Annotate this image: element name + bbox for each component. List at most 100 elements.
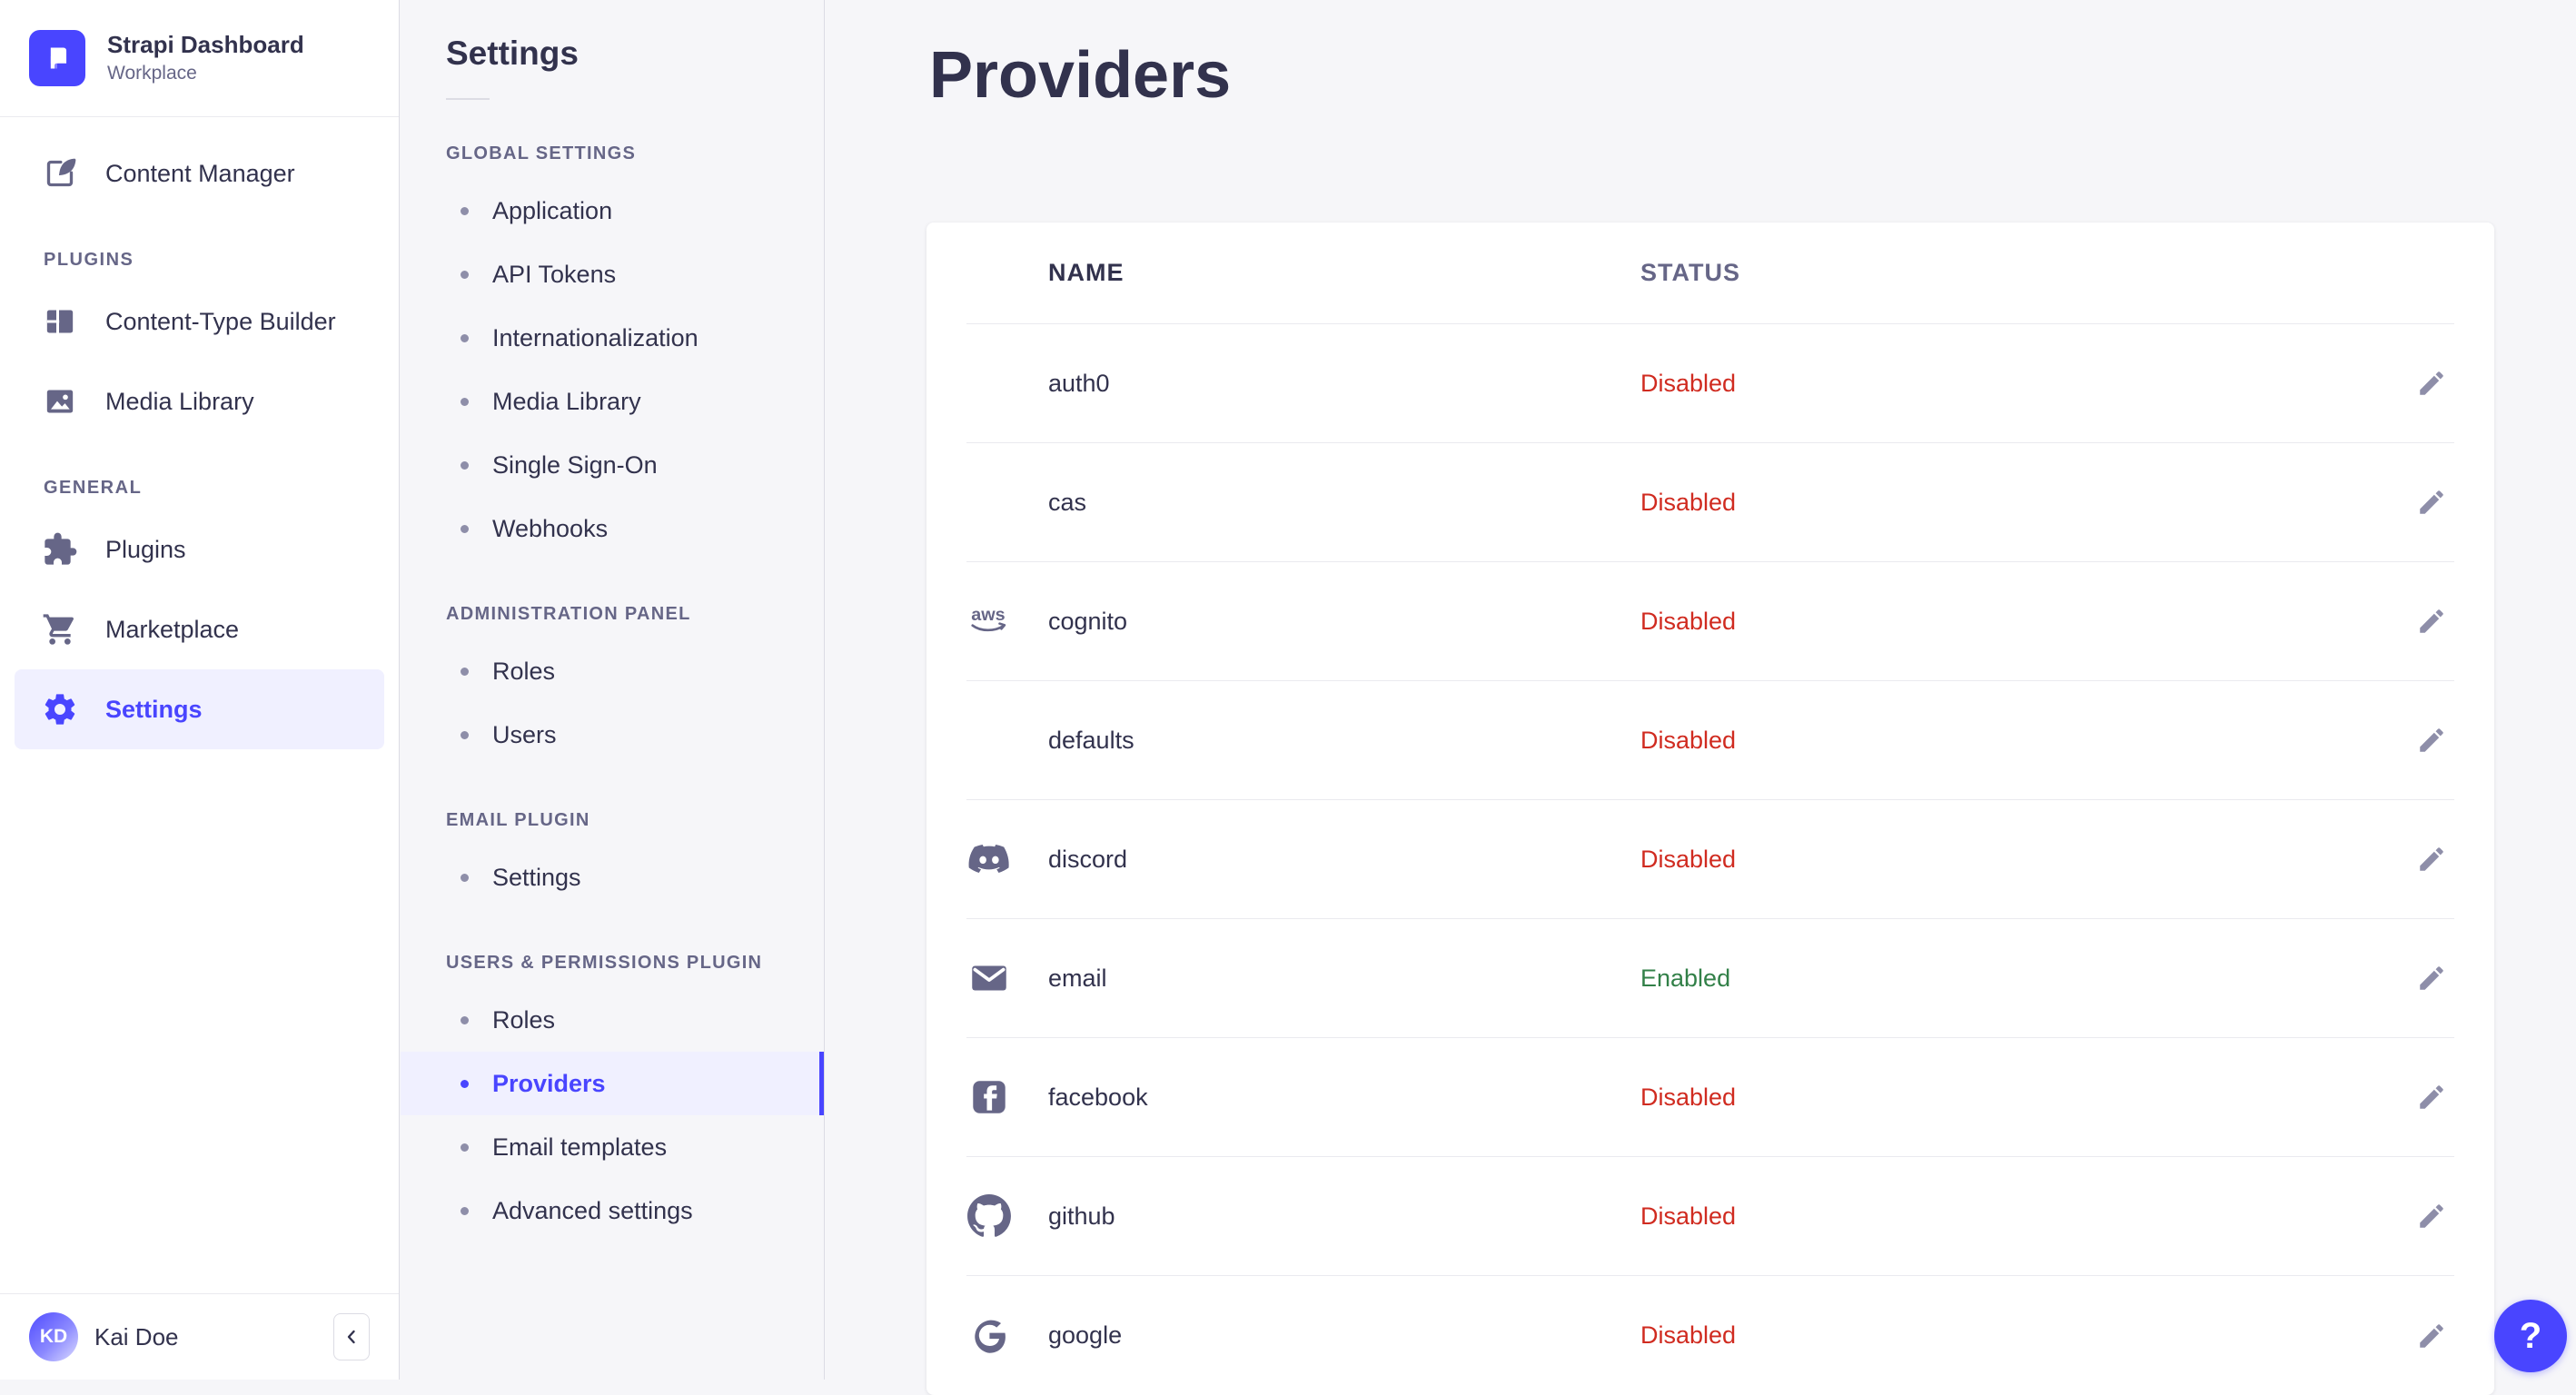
table-row: email Enabled xyxy=(966,919,2454,1038)
help-button[interactable]: ? xyxy=(2494,1300,2567,1372)
status-badge: Disabled xyxy=(1640,846,1736,873)
aws-icon: aws xyxy=(966,599,1012,644)
picture-icon xyxy=(42,383,78,420)
subnav-item-internationalization[interactable]: Internationalization xyxy=(401,306,824,370)
bullet-icon xyxy=(461,1080,469,1088)
table-row: facebook Disabled xyxy=(966,1038,2454,1157)
pencil-icon xyxy=(2416,1082,2447,1113)
pencil-icon xyxy=(2416,963,2447,994)
subnav-section-email-plugin: EMAIL PLUGIN xyxy=(401,767,824,846)
subnav-item-email-templates[interactable]: Email templates xyxy=(401,1115,824,1179)
main-content: Providers NAME STATUS auth0 Disabled cas… xyxy=(826,0,2576,1380)
status-badge: Disabled xyxy=(1640,1202,1736,1230)
sidebar-footer: KD Kai Doe xyxy=(0,1293,399,1380)
envelope-icon xyxy=(966,955,1012,1001)
chevron-left-icon xyxy=(341,1326,362,1348)
question-mark-icon: ? xyxy=(2520,1316,2541,1357)
sidebar-item-label: Plugins xyxy=(105,536,186,564)
bullet-icon xyxy=(461,1207,469,1215)
sidebar-item-marketplace[interactable]: Marketplace xyxy=(15,589,384,669)
settings-subnav: Settings GLOBAL SETTINGS Application API… xyxy=(401,0,825,1380)
subnav-item-application[interactable]: Application xyxy=(401,179,824,242)
edit-provider-button[interactable] xyxy=(2409,1313,2454,1359)
sidebar-item-label: Marketplace xyxy=(105,616,239,644)
subnav-item-email-settings[interactable]: Settings xyxy=(401,846,824,909)
pencil-icon xyxy=(2416,1321,2447,1351)
brand-text: Strapi Dashboard Workplace xyxy=(107,30,304,85)
discord-icon xyxy=(966,836,1012,882)
bullet-icon xyxy=(461,271,469,279)
pencil-icon xyxy=(2416,844,2447,875)
edit-provider-button[interactable] xyxy=(2409,1193,2454,1239)
cart-icon xyxy=(42,611,78,648)
subnav-section-administration-panel: ADMINISTRATION PANEL xyxy=(401,560,824,639)
subnav-item-single-sign-on[interactable]: Single Sign-On xyxy=(401,433,824,497)
bullet-icon xyxy=(461,398,469,406)
providers-table-card: NAME STATUS auth0 Disabled cas Disabled xyxy=(926,223,2494,1395)
provider-name: google xyxy=(1048,1321,1640,1350)
provider-name: defaults xyxy=(1048,727,1640,755)
sidebar-item-label: Settings xyxy=(105,696,203,724)
layout-grid-icon xyxy=(42,303,78,340)
google-icon xyxy=(966,1313,1012,1359)
pencil-icon xyxy=(2416,725,2447,756)
edit-provider-button[interactable] xyxy=(2409,717,2454,763)
gear-icon xyxy=(42,691,78,727)
provider-name: cognito xyxy=(1048,608,1640,636)
subnav-item-admin-roles[interactable]: Roles xyxy=(401,639,824,703)
provider-name: cas xyxy=(1048,489,1640,517)
subnav-item-media-library[interactable]: Media Library xyxy=(401,370,824,433)
sidebar-item-label: Media Library xyxy=(105,388,254,416)
subnav-item-advanced-settings[interactable]: Advanced settings xyxy=(401,1179,824,1242)
edit-provider-button[interactable] xyxy=(2409,599,2454,644)
provider-name: discord xyxy=(1048,846,1640,874)
edit-provider-button[interactable] xyxy=(2409,361,2454,406)
table-row: discord Disabled xyxy=(966,800,2454,919)
bullet-icon xyxy=(461,207,469,215)
subnav-item-providers[interactable]: Providers xyxy=(401,1052,824,1115)
provider-name: facebook xyxy=(1048,1083,1640,1112)
edit-provider-button[interactable] xyxy=(2409,480,2454,525)
edit-provider-button[interactable] xyxy=(2409,1074,2454,1120)
subnav-item-admin-users[interactable]: Users xyxy=(401,703,824,767)
workspace-name: Workplace xyxy=(107,61,304,85)
subnav-item-up-roles[interactable]: Roles xyxy=(401,988,824,1052)
status-badge: Disabled xyxy=(1640,489,1736,516)
avatar[interactable]: KD xyxy=(29,1312,78,1361)
sidebar-item-content-manager[interactable]: Content Manager xyxy=(15,134,384,213)
edit-provider-button[interactable] xyxy=(2409,955,2454,1001)
strapi-logo-icon xyxy=(29,30,85,86)
sidebar-item-media-library[interactable]: Media Library xyxy=(15,361,384,441)
feather-edit-icon xyxy=(42,155,78,192)
bullet-icon xyxy=(461,731,469,739)
page-title: Providers xyxy=(826,0,2576,113)
app-title: Strapi Dashboard xyxy=(107,30,304,61)
sidebar-item-settings[interactable]: Settings xyxy=(15,669,384,749)
subnav-title: Settings xyxy=(401,0,824,73)
table-row: auth0 Disabled xyxy=(966,324,2454,443)
table-row: aws cognito Disabled xyxy=(966,562,2454,681)
sidebar-item-content-type-builder[interactable]: Content-Type Builder xyxy=(15,282,384,361)
pencil-icon xyxy=(2416,1201,2447,1232)
subnav-item-api-tokens[interactable]: API Tokens xyxy=(401,242,824,306)
column-header-name: NAME xyxy=(1048,259,1640,287)
collapse-sidebar-button[interactable] xyxy=(333,1313,370,1360)
subnav-section-global-settings: GLOBAL SETTINGS xyxy=(401,100,824,179)
edit-provider-button[interactable] xyxy=(2409,836,2454,882)
subnav-section-users-permissions-plugin: USERS & PERMISSIONS PLUGIN xyxy=(401,909,824,988)
brand[interactable]: Strapi Dashboard Workplace xyxy=(0,0,399,117)
sidebar-item-plugins[interactable]: Plugins xyxy=(15,510,384,589)
svg-text:aws: aws xyxy=(971,605,1005,625)
subnav-item-webhooks[interactable]: Webhooks xyxy=(401,497,824,560)
bullet-icon xyxy=(461,461,469,470)
user-name[interactable]: Kai Doe xyxy=(94,1323,179,1351)
facebook-icon xyxy=(966,1074,1012,1120)
bullet-icon xyxy=(461,1143,469,1152)
bullet-icon xyxy=(461,525,469,533)
status-badge: Disabled xyxy=(1640,608,1736,635)
provider-name: email xyxy=(1048,965,1640,993)
status-badge: Disabled xyxy=(1640,370,1736,397)
sidebar-item-label: Content-Type Builder xyxy=(105,308,336,336)
pencil-icon xyxy=(2416,368,2447,399)
provider-name: github xyxy=(1048,1202,1640,1231)
